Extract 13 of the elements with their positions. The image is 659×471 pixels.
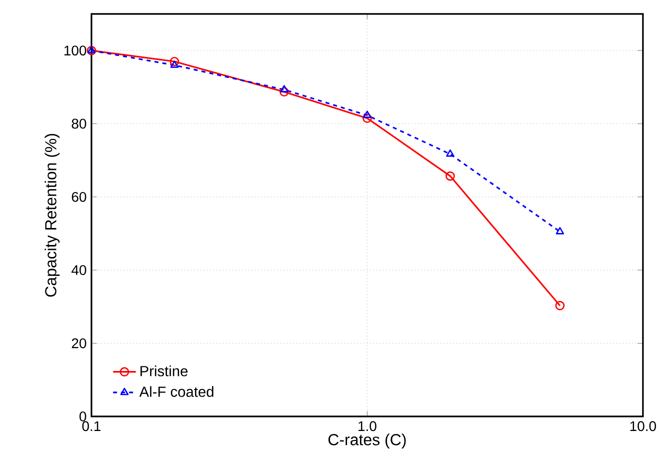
x-tick-label: 1.0 [358, 421, 376, 432]
x-tick-label: 10.0 [630, 421, 656, 432]
y-tick-label: 60 [72, 192, 86, 202]
y-tick-label: 0 [80, 412, 86, 422]
y-tick-label: 20 [72, 338, 86, 348]
x-axis-title: C-rates (C) [328, 434, 406, 448]
legend-label: Al-F coated [139, 386, 214, 397]
y-tick-label: 100 [64, 46, 86, 56]
legend-label: Pristine [140, 366, 188, 376]
y-tick-label: 40 [71, 265, 86, 276]
x-tick-label: 0.1 [82, 421, 100, 432]
y-tick-label: 80 [72, 118, 86, 129]
y-axis-title: Capacity Retention (%) [44, 134, 60, 297]
